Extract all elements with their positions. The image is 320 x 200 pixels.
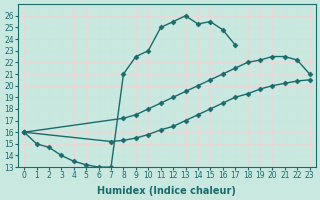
X-axis label: Humidex (Indice chaleur): Humidex (Indice chaleur) <box>98 186 236 196</box>
